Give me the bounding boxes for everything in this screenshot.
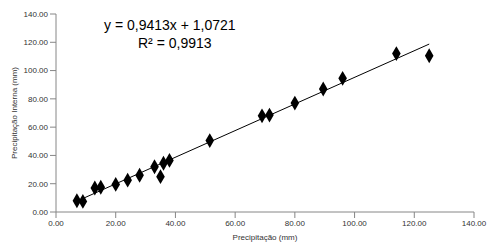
- svg-text:140.00: 140.00: [24, 10, 49, 19]
- svg-text:60.00: 60.00: [28, 123, 49, 132]
- svg-text:80.00: 80.00: [285, 219, 306, 228]
- svg-text:20.00: 20.00: [28, 180, 49, 189]
- svg-text:0.00: 0.00: [32, 208, 48, 217]
- svg-text:40.00: 40.00: [28, 151, 49, 160]
- html-text:y = 0,9413x + 1,0721: y = 0,9413x + 1,0721: [104, 17, 236, 33]
- svg-text:40.00: 40.00: [165, 219, 186, 228]
- svg-text:20.00: 20.00: [106, 219, 127, 228]
- svg-text:Precipitação (mm): Precipitação (mm): [233, 233, 298, 242]
- svg-text:60.00: 60.00: [225, 219, 246, 228]
- svg-text:100.00: 100.00: [342, 219, 367, 228]
- svg-text:80.00: 80.00: [28, 95, 49, 104]
- svg-text:140.00: 140.00: [462, 219, 487, 228]
- svg-text:100.00: 100.00: [24, 66, 49, 75]
- html-text:R² = 0,9913: R² = 0,9913: [138, 35, 212, 51]
- svg-text:120.00: 120.00: [24, 38, 49, 47]
- svg-text:Precipitação Interna (mm): Precipitação Interna (mm): [10, 67, 19, 159]
- svg-text:120.00: 120.00: [402, 219, 427, 228]
- svg-text:0.00: 0.00: [48, 219, 64, 228]
